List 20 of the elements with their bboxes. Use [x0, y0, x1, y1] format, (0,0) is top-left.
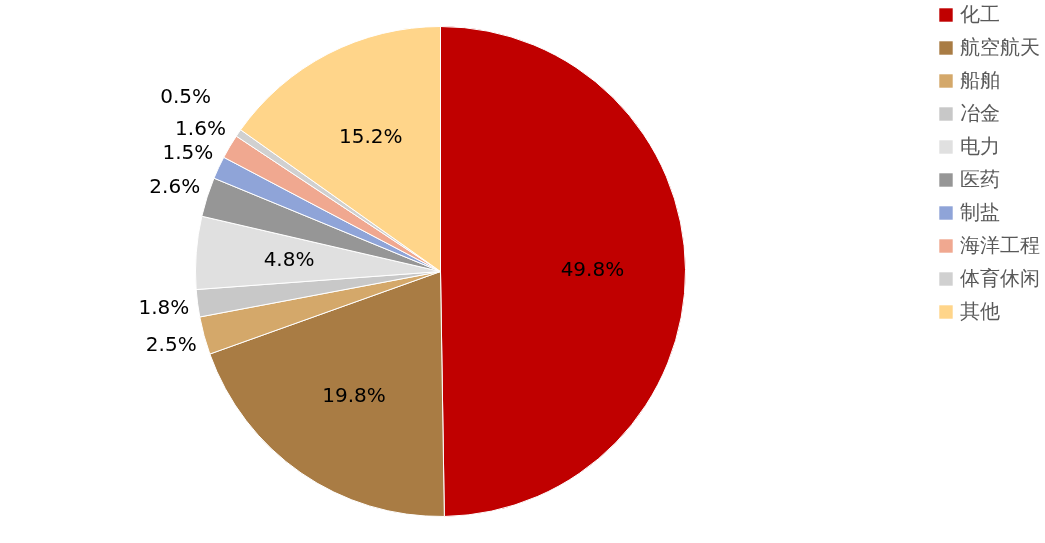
legend-label: 制盐	[960, 200, 1000, 224]
data-label: 2.5%	[145, 331, 197, 356]
data-label: 2.6%	[149, 173, 201, 198]
legend-label: 冶金	[960, 101, 1000, 125]
legend-label: 航空航天	[960, 35, 1040, 59]
data-label: 4.8%	[263, 246, 315, 271]
legend-label: 其他	[960, 299, 1000, 323]
data-label: 1.5%	[162, 140, 214, 165]
data-label: 15.2%	[338, 123, 403, 148]
data-label: 1.8%	[138, 294, 190, 319]
legend-label: 电力	[960, 134, 1000, 158]
legend-label: 医药	[960, 167, 1000, 191]
data-label: 19.8%	[322, 383, 386, 408]
legend-label: 化工	[960, 2, 1000, 26]
legend-label: 体育休闲	[960, 266, 1040, 290]
legend-label: 船舶	[960, 68, 1000, 92]
data-label: 1.6%	[175, 116, 226, 141]
data-label: 0.5%	[160, 83, 212, 108]
data-label: 49.8%	[560, 257, 625, 282]
legend-label: 海洋工程	[960, 233, 1040, 257]
